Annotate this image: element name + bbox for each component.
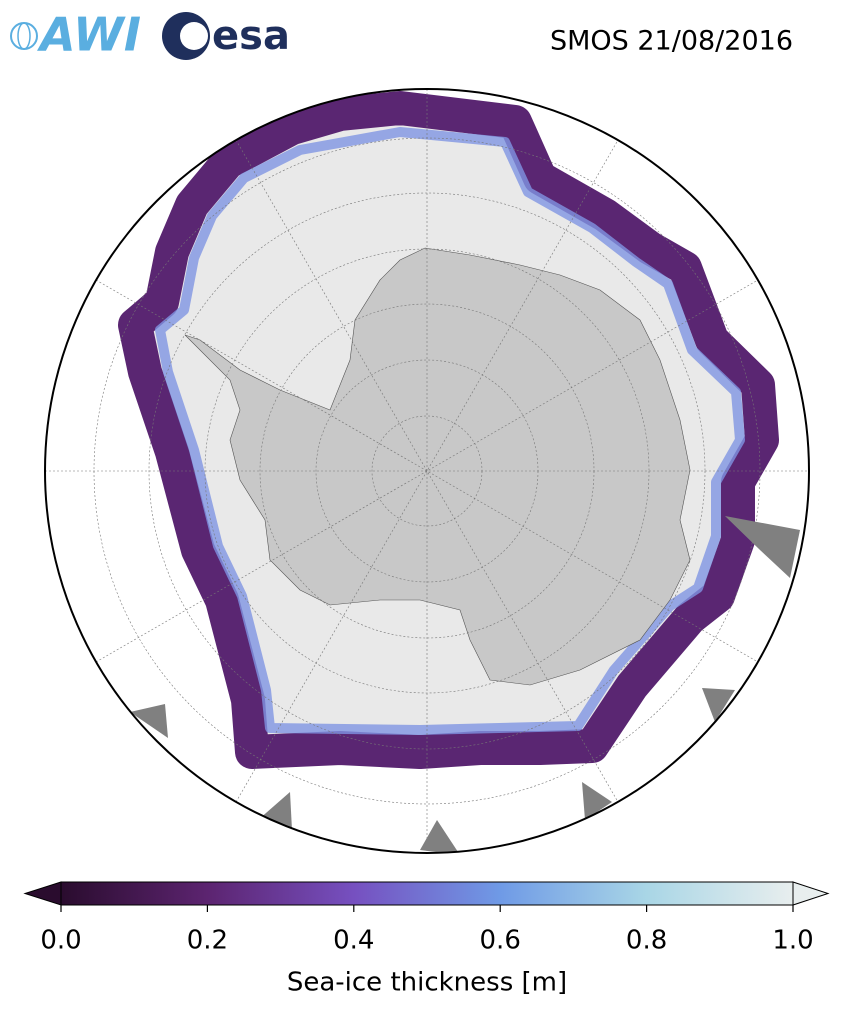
logo-esa: esa <box>212 13 290 59</box>
map <box>45 89 809 853</box>
colorbar-extend-high <box>792 881 830 906</box>
colorbar-tick-label: 0.6 <box>480 926 521 956</box>
graticule <box>45 89 809 853</box>
logo-awi: AWI <box>37 8 141 62</box>
antarctica <box>184 247 691 686</box>
colorbar-tick-label: 0.0 <box>40 926 81 956</box>
colorbar-tick-label: 0.4 <box>333 926 374 956</box>
colorbar: 0.0 0.2 0.4 0.6 0.8 1.0 <box>23 881 830 956</box>
colorbar-tick-label: 0.8 <box>626 926 667 956</box>
esa-logo: esa <box>162 12 290 60</box>
map-title: SMOS 21/08/2016 <box>550 26 793 57</box>
colorbar-tick-label: 1.0 <box>772 926 813 956</box>
colorbar-extend-low <box>23 881 62 906</box>
map-border <box>44 88 810 854</box>
colorbar-tick-label: 0.2 <box>187 926 228 956</box>
awi-logo: AWI <box>10 8 141 62</box>
land-patches <box>130 516 800 853</box>
colorbar-label: Sea-ice thickness [m] <box>287 968 567 998</box>
colorbar-gradient <box>60 881 794 906</box>
